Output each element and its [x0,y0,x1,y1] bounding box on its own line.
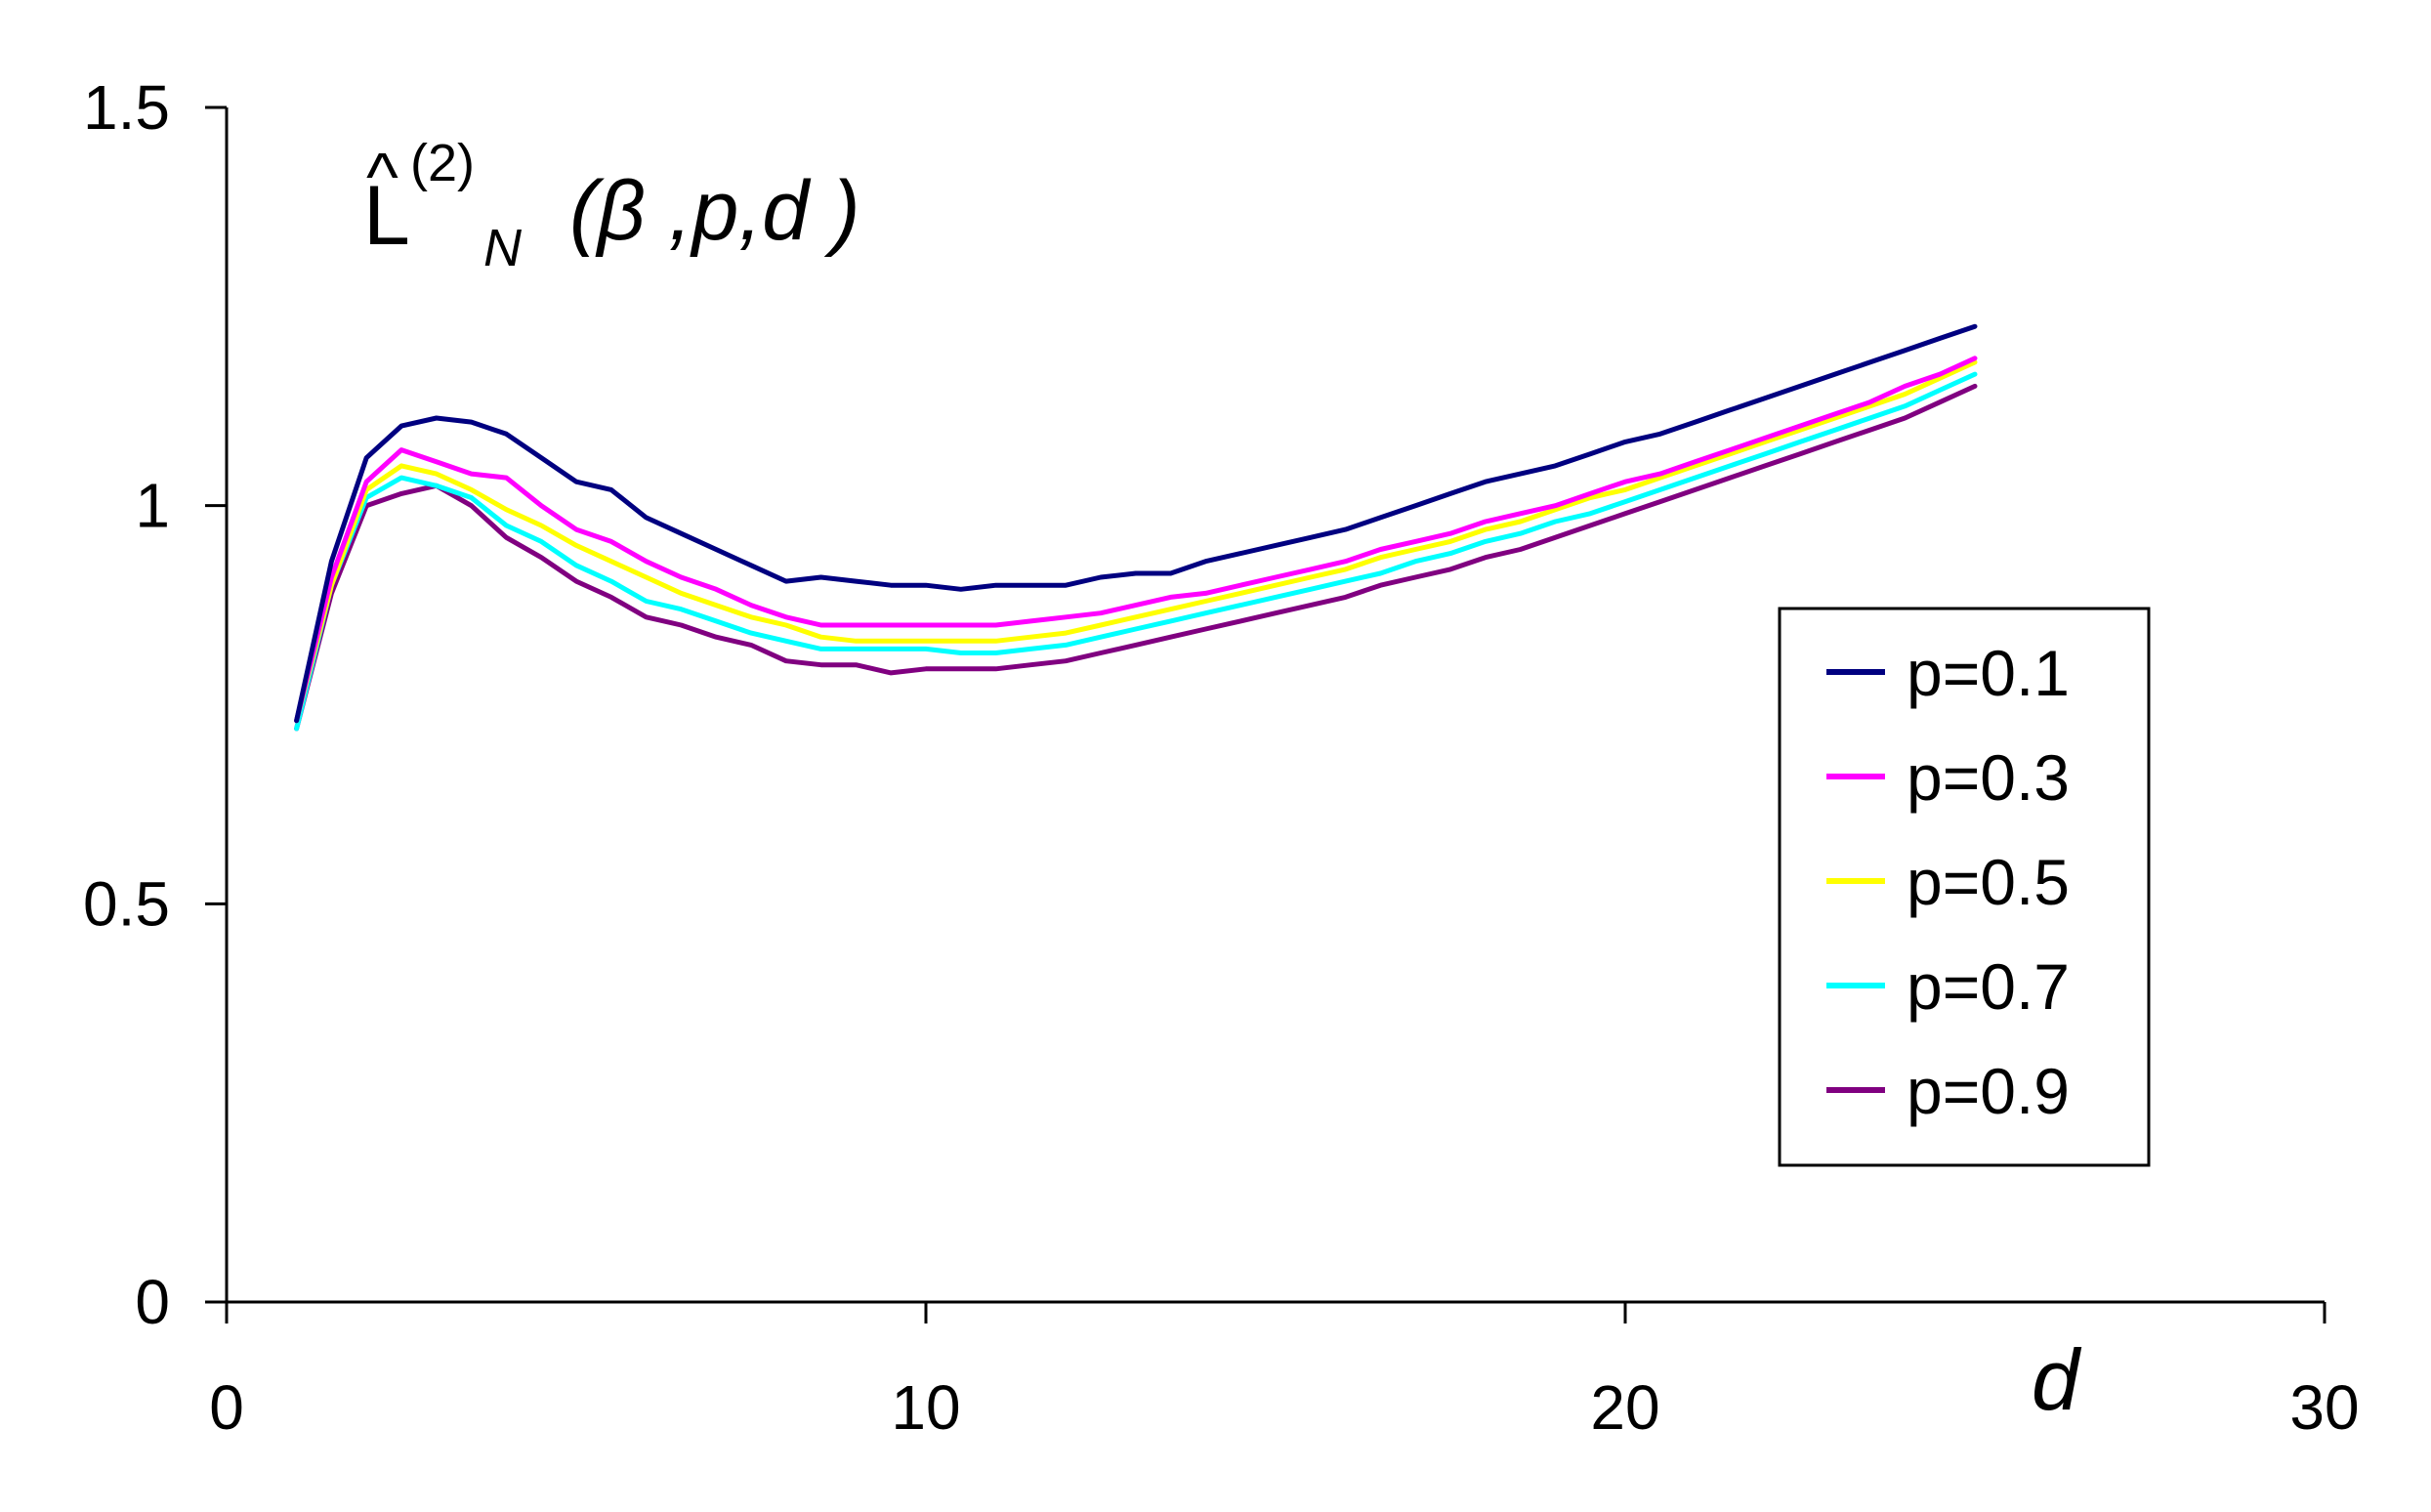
legend-items: p=0.1 p=0.3 p=0.5 p=0.7 p=0.9 [1826,637,2070,1127]
legend-box [1778,607,2151,1167]
series-line-p-0-1 [294,323,1978,724]
formula-hat: ^ [366,139,398,215]
formula-superscript: (2) [410,134,475,192]
y-ticks: 0 0.5 1 1.5 [83,72,227,1337]
x-tick-label: 0 [209,1372,244,1443]
series-line-p-0-9 [294,383,1978,732]
x-tick-label: 10 [891,1372,960,1443]
plot-series [294,323,1978,732]
x-axis-title: d [2032,1331,2082,1428]
x-tick-label: 20 [1590,1372,1659,1443]
y-tick-label: 0.5 [83,868,170,939]
y-tick-label: 0 [135,1267,170,1337]
y-tick-label: 1 [135,471,170,541]
legend-label: p=0.5 [1907,846,2070,918]
formula-annotation: ^ L (2) N (β ,p,d ) [363,134,860,277]
series-line-p-0-5 [294,359,1978,724]
series-line-p-0-3 [294,356,1978,724]
formula-args: (β ,p,d ) [569,164,860,258]
y-tick-label: 1.5 [83,72,170,143]
legend-label: p=0.1 [1907,637,2070,709]
formula-base: L [363,169,410,263]
x-tick-label: 30 [2289,1372,2359,1443]
legend-label: p=0.3 [1907,741,2070,814]
axes: 0 0.5 1 1.5 0 10 20 30 [83,72,2360,1443]
series-line-p-0-7 [294,371,1978,732]
legend-label: p=0.7 [1907,950,2070,1023]
legend: p=0.1 p=0.3 p=0.5 p=0.7 p=0.9 [1778,607,2151,1167]
legend-label: p=0.9 [1907,1055,2070,1127]
x-ticks: 0 10 20 30 [209,1302,2360,1443]
formula-subscript: N [483,219,523,277]
